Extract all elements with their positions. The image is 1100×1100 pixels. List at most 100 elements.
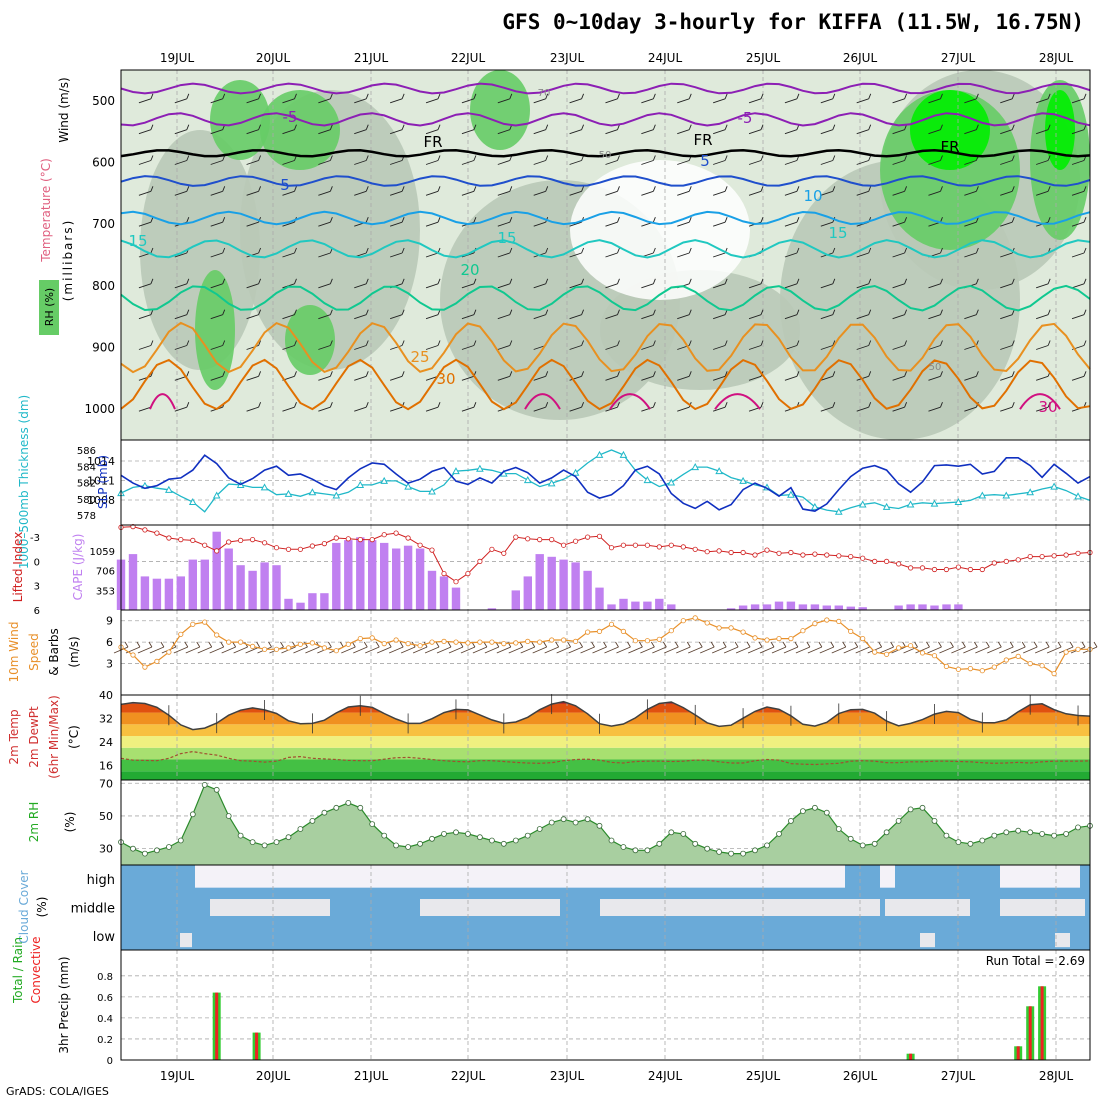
thickness-point bbox=[380, 476, 389, 484]
wind-barb-flag bbox=[796, 186, 800, 192]
thickness-point bbox=[212, 491, 221, 499]
thickness-point bbox=[787, 490, 795, 498]
wind-barb-flag bbox=[904, 93, 908, 100]
wind-barb-flag bbox=[1011, 186, 1015, 192]
wind-speed-point bbox=[226, 639, 232, 645]
temperature-contour bbox=[120, 148, 1091, 158]
wind-barb-flag bbox=[652, 401, 656, 408]
cape-bar bbox=[774, 601, 784, 610]
rh-point bbox=[237, 832, 244, 839]
wind-barb-flag bbox=[220, 641, 225, 648]
wind-barb bbox=[461, 375, 475, 381]
slp-axis-label: SLP (mb) bbox=[96, 455, 110, 509]
wind-barb-flag bbox=[832, 309, 836, 315]
wind-barb bbox=[569, 314, 582, 320]
lifted-index-point bbox=[369, 536, 375, 543]
wind-barb bbox=[1036, 283, 1049, 289]
rh-line bbox=[120, 784, 1091, 855]
rh-point bbox=[189, 811, 196, 818]
temp-band bbox=[121, 701, 1090, 704]
temp-band bbox=[121, 759, 1090, 772]
lifted-index-point bbox=[692, 546, 698, 552]
wind-barb-flag bbox=[1083, 309, 1087, 315]
wind-barb bbox=[820, 160, 833, 165]
lifted-index-point bbox=[632, 542, 639, 548]
temperature-contour bbox=[120, 175, 1091, 187]
temperature-contour bbox=[120, 210, 1091, 226]
wind-barb-flag bbox=[904, 155, 908, 161]
wind-speed-point bbox=[824, 617, 830, 623]
lifted-index-point bbox=[501, 550, 507, 556]
wind-barb-flag bbox=[832, 401, 836, 408]
wind-speed-point bbox=[728, 625, 734, 631]
wind-barb bbox=[843, 646, 858, 654]
wind-barb bbox=[138, 406, 152, 412]
wind-barb bbox=[605, 98, 618, 104]
wind-barb-flag bbox=[222, 371, 226, 377]
wind-barb bbox=[1000, 314, 1013, 320]
wind-barb-flag bbox=[688, 124, 692, 130]
lifted-index-point bbox=[1039, 553, 1045, 560]
wind-barb bbox=[354, 314, 367, 320]
wind-barb-flag bbox=[832, 278, 836, 285]
lifted-index-point bbox=[525, 536, 531, 542]
lifted-index-point bbox=[1027, 553, 1033, 560]
rh-point bbox=[130, 845, 136, 852]
wind-speed-line bbox=[120, 617, 1090, 675]
lifted-index-point bbox=[345, 536, 351, 542]
wind-barb bbox=[210, 98, 223, 104]
lifted-index-line bbox=[120, 526, 1091, 583]
lifted-index-point bbox=[860, 555, 866, 561]
contour-label: 70 bbox=[538, 88, 551, 99]
precip-convective-bar bbox=[909, 1053, 913, 1060]
wind-barb bbox=[461, 345, 475, 350]
wind-barb-flag bbox=[1011, 216, 1015, 223]
wind-barb-flag bbox=[1047, 93, 1051, 100]
lifted-index-point bbox=[836, 553, 842, 559]
lifted-index-point bbox=[1015, 557, 1021, 563]
cloud-clear-patch bbox=[600, 899, 880, 916]
wind-barb bbox=[282, 160, 295, 165]
wind-barb bbox=[784, 221, 798, 227]
wind-barb-flag bbox=[617, 371, 620, 377]
wind-barb bbox=[282, 129, 295, 135]
temp-band bbox=[121, 771, 1090, 780]
wind-barb bbox=[748, 190, 762, 196]
wind-barb-flag bbox=[940, 401, 943, 408]
wind-barb-flag bbox=[1047, 401, 1051, 408]
rh-point bbox=[979, 837, 986, 844]
wind-barb-flag bbox=[150, 247, 154, 254]
wind-barb bbox=[390, 252, 403, 258]
wind-barb bbox=[209, 646, 224, 654]
cape-bar bbox=[427, 570, 437, 610]
wind-barb bbox=[173, 646, 188, 654]
lifted-index-point bbox=[405, 535, 411, 541]
wind-barb-flag bbox=[294, 309, 297, 315]
rh-point bbox=[153, 847, 160, 854]
cloud-row-label: high bbox=[87, 873, 115, 888]
cape-bar bbox=[296, 602, 305, 610]
wind-barb bbox=[233, 646, 248, 654]
wind-barb bbox=[664, 646, 679, 654]
wind-barb bbox=[390, 314, 403, 320]
wind-barb bbox=[677, 190, 690, 196]
wind-barb-flag bbox=[294, 371, 297, 377]
thickness-tick-label: 580 bbox=[77, 495, 96, 506]
wind-barb-flag bbox=[555, 641, 560, 648]
wind-speed-point bbox=[716, 625, 722, 631]
wind-barb-flag bbox=[329, 124, 333, 130]
wind-speed-point bbox=[1051, 670, 1057, 677]
cape-bar bbox=[224, 548, 233, 610]
wind-barb bbox=[460, 646, 476, 654]
lifted-index-point bbox=[955, 564, 962, 570]
wind-speed-point bbox=[919, 650, 926, 656]
wind-barb-flag bbox=[150, 278, 154, 285]
wind-barb bbox=[831, 646, 846, 654]
precip-tick-label: 0.4 bbox=[97, 1014, 113, 1025]
wind-barb bbox=[282, 314, 295, 320]
date-label-bottom: 20JUL bbox=[256, 1069, 291, 1083]
lifted-index-point bbox=[142, 527, 148, 533]
thickness-point bbox=[428, 487, 436, 495]
wind-barb-flag bbox=[724, 155, 728, 161]
cape-bar bbox=[511, 590, 520, 610]
